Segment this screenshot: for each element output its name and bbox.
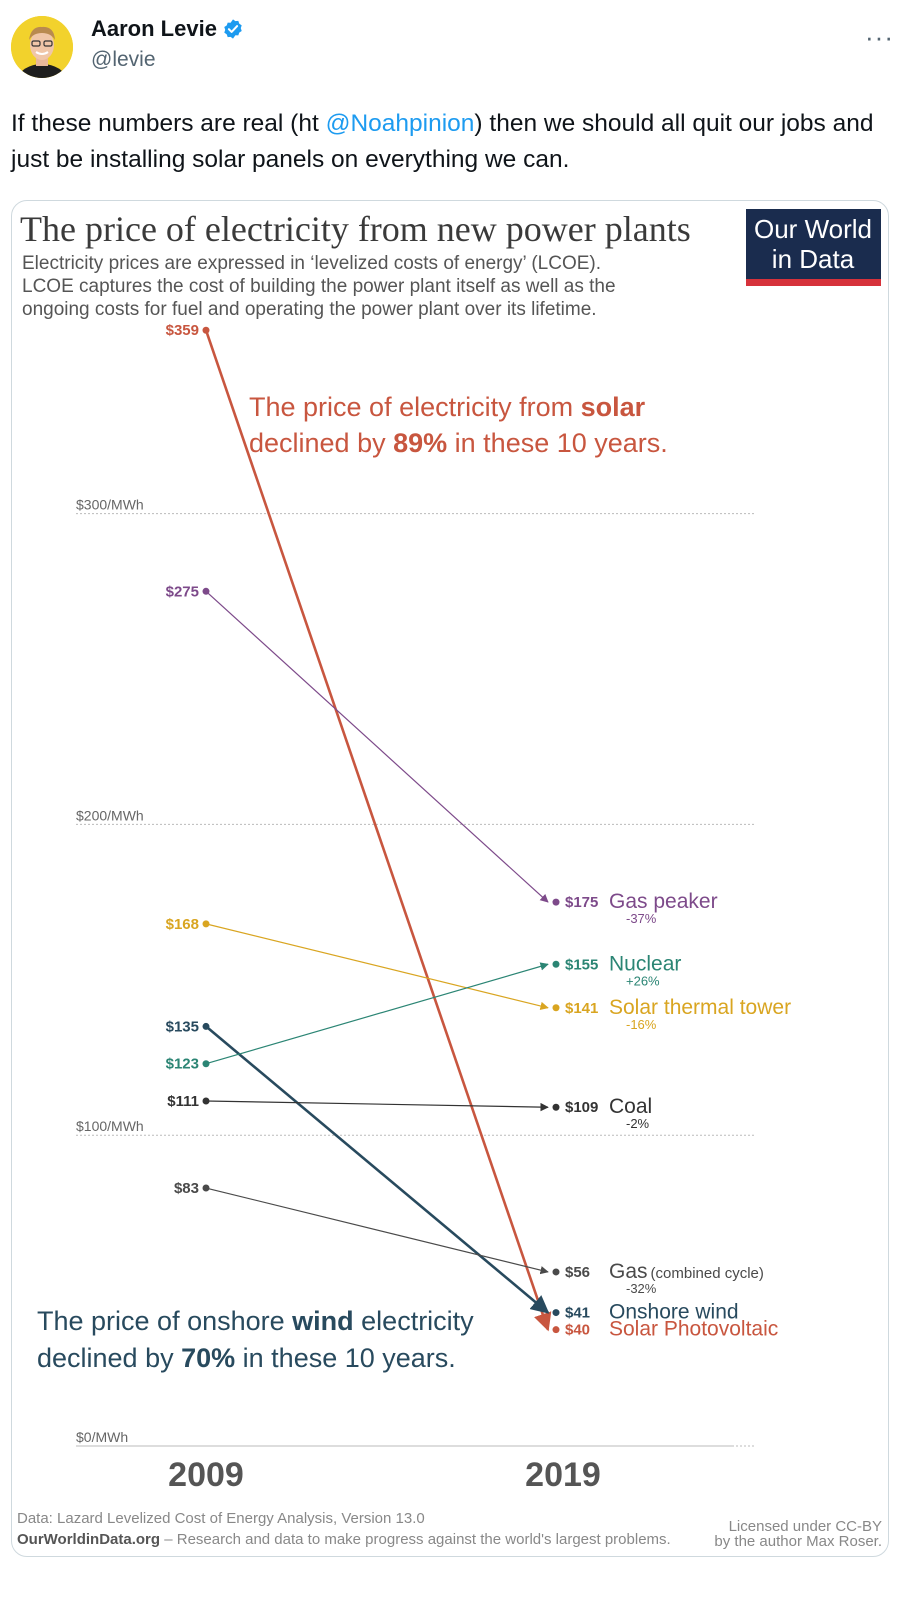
start-point-onshore-wind	[202, 1022, 210, 1030]
start-label-solar-photovoltaic: $359	[166, 322, 199, 339]
y-tick-label-0: $0/MWh	[76, 1429, 128, 1445]
start-label-onshore-wind: $135	[166, 1018, 199, 1035]
end-label-onshore-wind: $41	[565, 1305, 590, 1322]
series-name-nuclear: Nuclear	[609, 952, 681, 975]
author-name[interactable]: Aaron Levie	[91, 16, 217, 41]
tweet-text-start: If these numbers are real (ht	[11, 110, 326, 137]
footer-license-2: by the author Max Roser.	[714, 1533, 882, 1550]
end-label-solar-thermal-tower: $141	[565, 1000, 598, 1017]
end-point-solar-thermal-tower	[552, 1004, 560, 1012]
start-label-gas-peaker: $275	[166, 583, 199, 600]
footer-license-1: Licensed under CC-BY	[729, 1518, 882, 1535]
author-handle[interactable]: @levie	[91, 48, 156, 71]
end-label-gas: $56	[565, 1264, 590, 1281]
chart-subtitle-line-1: Electricity prices are expressed in ‘lev…	[22, 253, 601, 274]
end-label-nuclear: $155	[565, 956, 598, 973]
logo-bar	[746, 279, 881, 286]
annotation-wind-line-2: declined by 70% in these 10 years.	[37, 1343, 456, 1373]
series-name-solar-photovoltaic: Solar Photovoltaic	[609, 1318, 778, 1341]
change-label-gas: -32%	[626, 1281, 657, 1296]
series-name-onshore-wind: Onshore wind	[609, 1301, 739, 1324]
tweet-text-end: ) then we should all quit our jobs and j…	[11, 110, 874, 173]
change-label-nuclear: +26%	[626, 973, 660, 988]
y-tick-label-300: $300/MWh	[76, 497, 144, 513]
end-point-gas	[552, 1268, 560, 1276]
series-line-solar-photovoltaic	[204, 329, 552, 1332]
series-line-solar-thermal-tower	[205, 923, 549, 1011]
mention-link[interactable]: @Noahpinion	[325, 110, 475, 137]
start-point-gas	[202, 1184, 210, 1192]
annotation-solar-line-1: The price of electricity from solar	[249, 392, 646, 422]
y-tick-label-100: $100/MWh	[76, 1118, 144, 1134]
author-avatar[interactable]	[11, 16, 73, 78]
end-label-solar-photovoltaic: $40	[565, 1322, 590, 1339]
start-label-solar-thermal-tower: $168	[166, 916, 199, 933]
chart-svg: The price of electricity from new power …	[17, 209, 882, 1550]
series-name-gas: Gas (combined cycle)	[609, 1260, 764, 1283]
start-label-nuclear: $123	[166, 1056, 199, 1073]
y-tick-label-200: $200/MWh	[76, 807, 144, 823]
end-label-gas-peaker: $175	[565, 894, 598, 911]
author-block: Aaron Levie @levie	[91, 16, 244, 72]
chart-title: The price of electricity from new power …	[20, 209, 691, 249]
series-line-nuclear	[205, 962, 549, 1065]
tweet-text: If these numbers are real (ht @Noahpinio…	[11, 106, 901, 178]
series-lines	[204, 329, 552, 1332]
avatar-illustration	[11, 16, 73, 78]
start-label-coal: $111	[167, 1093, 199, 1110]
start-point-nuclear	[202, 1060, 210, 1068]
tweet-media-chart[interactable]: The price of electricity from new power …	[11, 200, 889, 1557]
end-label-coal: $109	[565, 1099, 598, 1116]
series-line-coal	[205, 1100, 549, 1112]
start-point-solar-thermal-tower	[202, 920, 210, 928]
x-label-2019: 2019	[525, 1456, 601, 1494]
gridlines: $300/MWh $200/MWh $100/MWh $0/MWh	[76, 497, 754, 1447]
end-point-onshore-wind	[552, 1309, 560, 1317]
footer-site-line: OurWorldinData.org – Research and data t…	[17, 1531, 671, 1548]
annotation-solar-line-2: declined by 89% in these 10 years.	[249, 428, 668, 458]
annotation-solar: The price of electricity from solar decl…	[249, 392, 668, 458]
start-point-gas-peaker	[202, 587, 210, 595]
end-point-gas-peaker	[552, 898, 560, 906]
logo-line-2: in Data	[772, 244, 855, 274]
owid-logo: Our World in Data	[746, 209, 881, 286]
footer-source: Data: Lazard Levelized Cost of Energy An…	[17, 1510, 425, 1527]
verified-badge-icon	[224, 19, 242, 39]
annotation-wind-line-1: The price of onshore wind electricity	[37, 1306, 474, 1336]
start-point-coal	[202, 1097, 210, 1105]
more-options-icon[interactable]: ···	[865, 22, 894, 52]
chart-subtitle-line-3: ongoing costs for fuel and operating the…	[22, 299, 597, 320]
x-label-2009: 2009	[168, 1456, 244, 1494]
change-label-solar-thermal-tower: -16%	[626, 1017, 657, 1032]
change-label-gas-peaker: -37%	[626, 911, 657, 926]
end-point-nuclear	[552, 960, 560, 968]
logo-background	[746, 209, 881, 279]
series-line-gas-peaker	[205, 590, 549, 903]
logo-line-1: Our World	[754, 214, 872, 244]
start-label-gas: $83	[174, 1180, 199, 1197]
end-point-solar-photovoltaic	[552, 1326, 560, 1334]
series-name-solar-thermal-tower: Solar thermal tower	[609, 996, 791, 1019]
series-name-gas-peaker: Gas peaker	[609, 890, 718, 913]
start-point-solar-photovoltaic	[202, 326, 210, 334]
end-point-coal	[552, 1103, 560, 1111]
series-marks: $359 $40 Solar Photovoltaic $275 $175 Gas pea…	[166, 322, 791, 1340]
series-name-coal: Coal	[609, 1095, 652, 1118]
series-line-onshore-wind	[205, 1025, 550, 1314]
annotation-wind: The price of onshore wind electricity de…	[37, 1306, 474, 1373]
chart-subtitle-line-2: LCOE captures the cost of building the p…	[22, 276, 616, 297]
series-line-gas	[205, 1187, 549, 1275]
change-label-coal: -2%	[626, 1116, 650, 1131]
